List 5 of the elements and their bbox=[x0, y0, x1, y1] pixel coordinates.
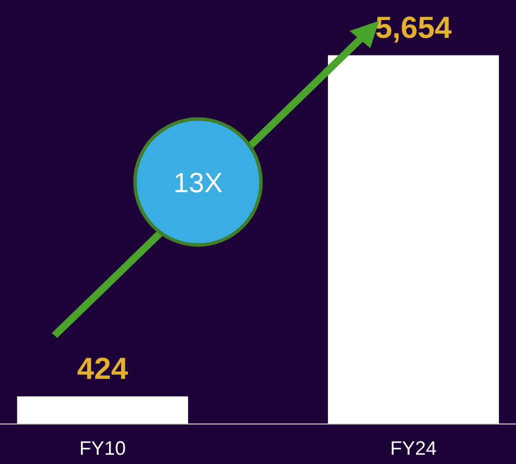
x-tick-label: FY10 bbox=[80, 441, 126, 455]
x-tick-label: FY24 bbox=[392, 441, 436, 455]
annotation: 13X bbox=[175, 172, 222, 192]
data-label: 424 bbox=[78, 358, 128, 379]
data-label: 5,654 bbox=[376, 16, 452, 43]
